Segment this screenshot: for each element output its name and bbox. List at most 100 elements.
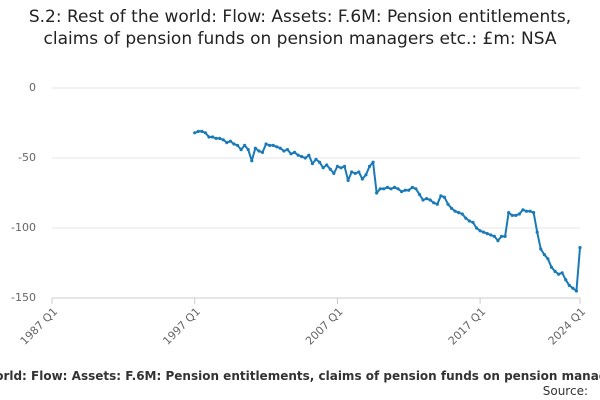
- point: [285, 148, 290, 152]
- point: [278, 146, 282, 150]
- point: [539, 247, 543, 251]
- point: [485, 232, 489, 236]
- point: [203, 131, 208, 135]
- point: [385, 185, 389, 189]
- point: [392, 185, 397, 189]
- point: [532, 211, 536, 215]
- point: [432, 201, 436, 205]
- point: [549, 265, 554, 269]
- point: [235, 143, 240, 147]
- point: [410, 185, 414, 189]
- point: [474, 226, 479, 230]
- point: [400, 190, 404, 194]
- point: [492, 234, 496, 238]
- point: [517, 212, 521, 216]
- point: [499, 234, 504, 238]
- point: [460, 212, 464, 216]
- point: [467, 219, 472, 223]
- point: [482, 230, 486, 234]
- point: [275, 145, 279, 149]
- point: [574, 289, 579, 293]
- x-axis-label-text: S.2: Rest of the world: Flow: Assets: F.…: [0, 369, 600, 383]
- point: [360, 177, 364, 181]
- x-tick-label: 2017 Q1: [446, 305, 489, 348]
- point: [389, 187, 393, 191]
- y-tick-label: -50: [18, 151, 36, 164]
- point: [342, 164, 347, 168]
- point: [464, 216, 468, 220]
- point: [571, 286, 575, 290]
- point: [439, 194, 443, 198]
- point: [503, 234, 507, 238]
- point: [453, 209, 457, 213]
- point: [357, 170, 361, 174]
- point: [510, 213, 514, 217]
- point: [556, 272, 561, 276]
- point: [546, 257, 550, 261]
- point: [260, 150, 265, 154]
- point: [350, 170, 354, 174]
- point: [317, 160, 322, 164]
- point: [310, 162, 315, 166]
- point: [528, 209, 532, 213]
- point: [264, 142, 268, 146]
- point: [560, 271, 564, 275]
- point: [567, 283, 571, 287]
- point: [303, 156, 307, 160]
- point: [446, 202, 450, 206]
- point: [421, 198, 425, 202]
- point: [210, 135, 215, 139]
- point: [471, 220, 475, 224]
- x-tick-label: 2007 Q1: [303, 305, 346, 348]
- point: [535, 230, 539, 234]
- point: [225, 141, 229, 145]
- y-tick-label: -150: [11, 291, 36, 304]
- point: [514, 213, 518, 217]
- point: [193, 131, 197, 135]
- point: [314, 157, 318, 161]
- point: [307, 153, 311, 157]
- y-tick-label: -100: [11, 221, 36, 234]
- point: [489, 233, 493, 237]
- point: [367, 164, 372, 168]
- point: [253, 146, 257, 150]
- point: [271, 143, 275, 147]
- x-tick-label: 1997 Q1: [160, 305, 203, 348]
- point: [521, 208, 525, 212]
- point: [300, 155, 304, 159]
- point: [457, 211, 461, 215]
- point: [417, 192, 422, 196]
- point: [403, 188, 407, 192]
- x-tick-label: 2024 Q1: [546, 305, 589, 348]
- point: [524, 209, 529, 213]
- point: [435, 202, 439, 206]
- point: [382, 187, 386, 191]
- point: [378, 187, 382, 191]
- point: [414, 187, 418, 191]
- chart-title: S.2: Rest of the world: Flow: Assets: F.…: [28, 7, 572, 49]
- point: [292, 150, 297, 154]
- point: [250, 159, 254, 163]
- point: [564, 278, 568, 282]
- point: [396, 187, 400, 191]
- point: [257, 149, 261, 153]
- point: [478, 229, 482, 233]
- point: [221, 138, 225, 142]
- point: [239, 148, 243, 152]
- point: [353, 171, 357, 175]
- point: [507, 211, 511, 215]
- point: [407, 188, 411, 192]
- point: [496, 239, 500, 243]
- x-tick-label: 1987 Q1: [18, 305, 61, 348]
- point: [325, 163, 329, 167]
- point: [578, 246, 582, 250]
- point: [296, 153, 300, 157]
- point: [243, 143, 247, 147]
- point: [282, 149, 286, 153]
- point: [232, 142, 236, 146]
- point: [207, 135, 211, 139]
- point: [442, 195, 447, 199]
- point: [553, 269, 557, 273]
